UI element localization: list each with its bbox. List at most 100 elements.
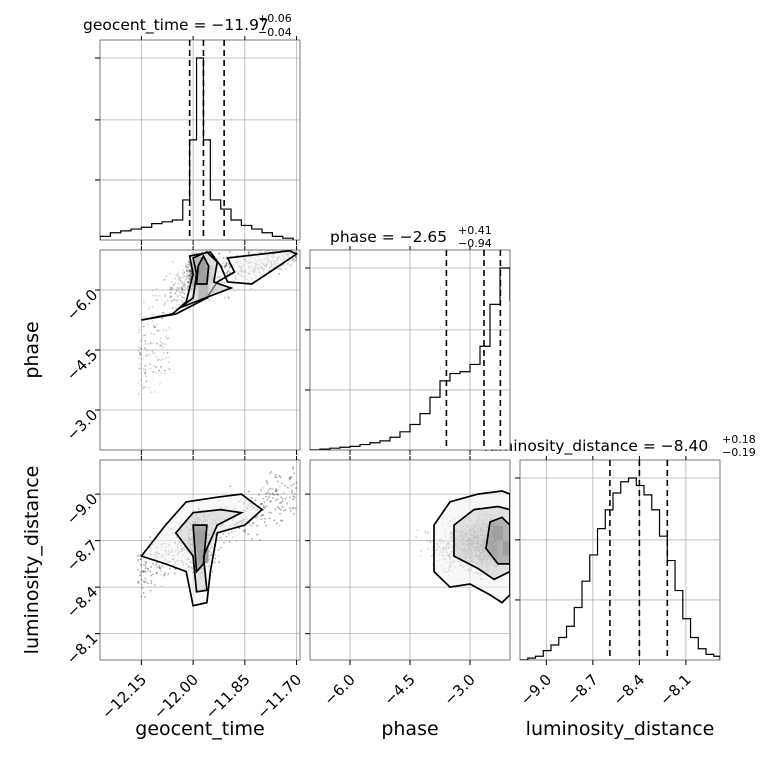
scatter-point xyxy=(163,573,166,576)
scatter-point xyxy=(262,513,265,516)
scatter-point xyxy=(156,329,158,332)
scatter-point xyxy=(141,587,144,589)
scatter-point xyxy=(187,285,190,287)
scatter-point xyxy=(145,561,148,564)
scatter-point xyxy=(176,294,179,297)
scatter-point xyxy=(167,573,170,575)
scatter-point xyxy=(173,283,175,286)
scatter-point xyxy=(188,260,190,262)
scatter-point xyxy=(146,354,149,357)
scatter-point xyxy=(286,486,289,489)
scatter-point xyxy=(167,337,170,339)
scatter-point xyxy=(163,304,165,307)
scatter-point xyxy=(156,359,159,362)
scatter-point xyxy=(275,489,278,492)
scatter-point xyxy=(229,485,232,488)
scatter-point xyxy=(161,565,164,568)
scatter-point xyxy=(250,287,253,290)
scatter-point xyxy=(158,566,161,569)
scatter-point xyxy=(254,516,257,519)
scatter-point xyxy=(189,268,192,271)
scatter-point xyxy=(266,498,269,501)
title-phase-main: phase = −2.65 xyxy=(330,228,447,246)
scatter-point xyxy=(270,500,272,503)
scatter-point xyxy=(138,367,141,370)
title-geocent-time-main: geocent_time = −11.97 xyxy=(83,16,269,35)
scatter-point xyxy=(295,487,297,489)
scatter-point xyxy=(189,269,191,272)
scatter-point xyxy=(194,252,197,255)
scatter-point xyxy=(295,487,297,489)
scatter-point xyxy=(139,353,142,356)
scatter-point xyxy=(186,269,189,272)
scatter-point xyxy=(163,301,166,304)
scatter-point xyxy=(279,508,282,511)
scatter-point xyxy=(279,502,282,505)
scatter-point xyxy=(277,494,279,496)
scatter-point xyxy=(151,350,154,352)
panel-content xyxy=(100,250,300,450)
scatter-point xyxy=(155,572,158,575)
scatter-point xyxy=(229,251,231,253)
scatter-point xyxy=(293,472,295,475)
scatter-point xyxy=(140,558,142,561)
scatter-point xyxy=(169,292,172,294)
scatter-point xyxy=(226,269,229,272)
contour-line-2 xyxy=(195,254,210,285)
scatter-point xyxy=(159,359,162,362)
scatter-point xyxy=(254,499,257,502)
scatter-point xyxy=(229,271,232,274)
panel-content xyxy=(520,460,720,660)
scatter-point xyxy=(150,574,153,577)
scatter-point xyxy=(185,276,188,278)
scatter-point xyxy=(182,283,185,286)
scatter-point xyxy=(276,498,279,500)
scatter-point xyxy=(268,517,271,520)
scatter-point xyxy=(169,568,171,570)
scatter-point xyxy=(214,554,217,556)
scatter-point xyxy=(159,567,162,570)
scatter-point xyxy=(161,358,164,360)
scatter-point xyxy=(153,584,156,586)
scatter-point xyxy=(144,334,147,337)
scatter-point xyxy=(261,502,263,505)
scatter-point xyxy=(252,522,254,524)
scatter-point xyxy=(179,294,181,297)
scatter-point xyxy=(175,299,178,302)
scatter-point xyxy=(181,288,184,291)
scatter-point xyxy=(144,365,147,367)
scatter-point xyxy=(144,347,146,350)
scatter-point xyxy=(188,274,191,277)
scatter-point xyxy=(293,513,295,515)
scatter-point xyxy=(291,489,293,492)
scatter-point xyxy=(182,276,185,279)
scatter-point xyxy=(281,482,283,485)
scatter-point xyxy=(144,567,147,570)
scatter-point xyxy=(255,515,258,518)
scatter-point xyxy=(143,581,146,584)
scatter-point xyxy=(289,476,292,479)
scatter-point xyxy=(265,524,267,527)
scatter-point xyxy=(158,329,161,332)
scatter-point xyxy=(284,268,287,270)
scatter-point xyxy=(263,521,266,524)
scatter-point xyxy=(185,270,188,273)
scatter-point xyxy=(258,539,261,541)
scatter-point xyxy=(260,503,263,506)
scatter-point xyxy=(181,296,184,299)
scatter-point xyxy=(144,386,147,388)
scatter-point xyxy=(263,506,266,509)
scatter-point xyxy=(159,382,161,385)
scatter-point xyxy=(247,533,250,536)
scatter-point xyxy=(142,334,145,337)
scatter-point xyxy=(190,270,192,273)
scatter-point xyxy=(156,299,159,302)
scatter-point xyxy=(263,501,266,503)
scatter-point xyxy=(225,262,228,264)
scatter-point xyxy=(281,519,284,522)
scatter-point xyxy=(140,595,143,598)
title-luminosity-distance: luminosity_distance = −8.40 xyxy=(484,437,708,456)
contour-line-1 xyxy=(174,508,245,593)
scatter-point xyxy=(187,281,190,283)
scatter-point xyxy=(172,307,174,310)
